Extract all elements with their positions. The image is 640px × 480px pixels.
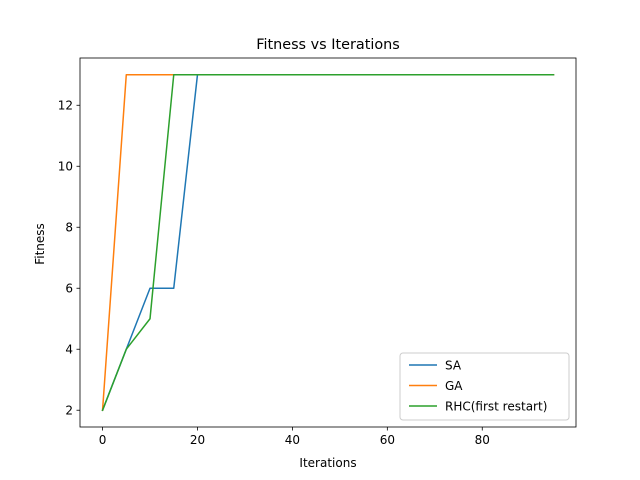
series-line-rhc-first-restart bbox=[101, 74, 555, 412]
legend-label-sa: SA bbox=[445, 358, 462, 372]
y-axis-label: Fitness bbox=[33, 223, 47, 265]
x-tick-label: 60 bbox=[380, 433, 395, 447]
y-tick-label: 10 bbox=[58, 160, 73, 174]
legend-label-rhc-first-restart: RHC(first restart) bbox=[445, 399, 547, 413]
x-tick-label: 40 bbox=[285, 433, 300, 447]
y-tick-label: 4 bbox=[65, 343, 73, 357]
x-tick-label: 80 bbox=[475, 433, 490, 447]
y-tick-label: 8 bbox=[65, 221, 73, 235]
plot-area: 0 20 40 60 80 2 4 6 8 10 12 bbox=[58, 57, 577, 447]
y-tick-label: 2 bbox=[65, 404, 73, 418]
legend: SA GA RHC(first restart) bbox=[399, 352, 570, 421]
x-tick-label: 20 bbox=[190, 433, 205, 447]
x-axis-label: Iterations bbox=[299, 456, 356, 470]
axes-frame bbox=[79, 57, 577, 428]
chart-title: Fitness vs Iterations bbox=[256, 37, 400, 53]
x-tick-label: 0 bbox=[99, 433, 107, 447]
legend-label-ga: GA bbox=[445, 379, 463, 393]
legend-frame bbox=[399, 352, 570, 421]
y-tick-label: 12 bbox=[58, 99, 73, 113]
y-tick-label: 6 bbox=[65, 282, 73, 296]
